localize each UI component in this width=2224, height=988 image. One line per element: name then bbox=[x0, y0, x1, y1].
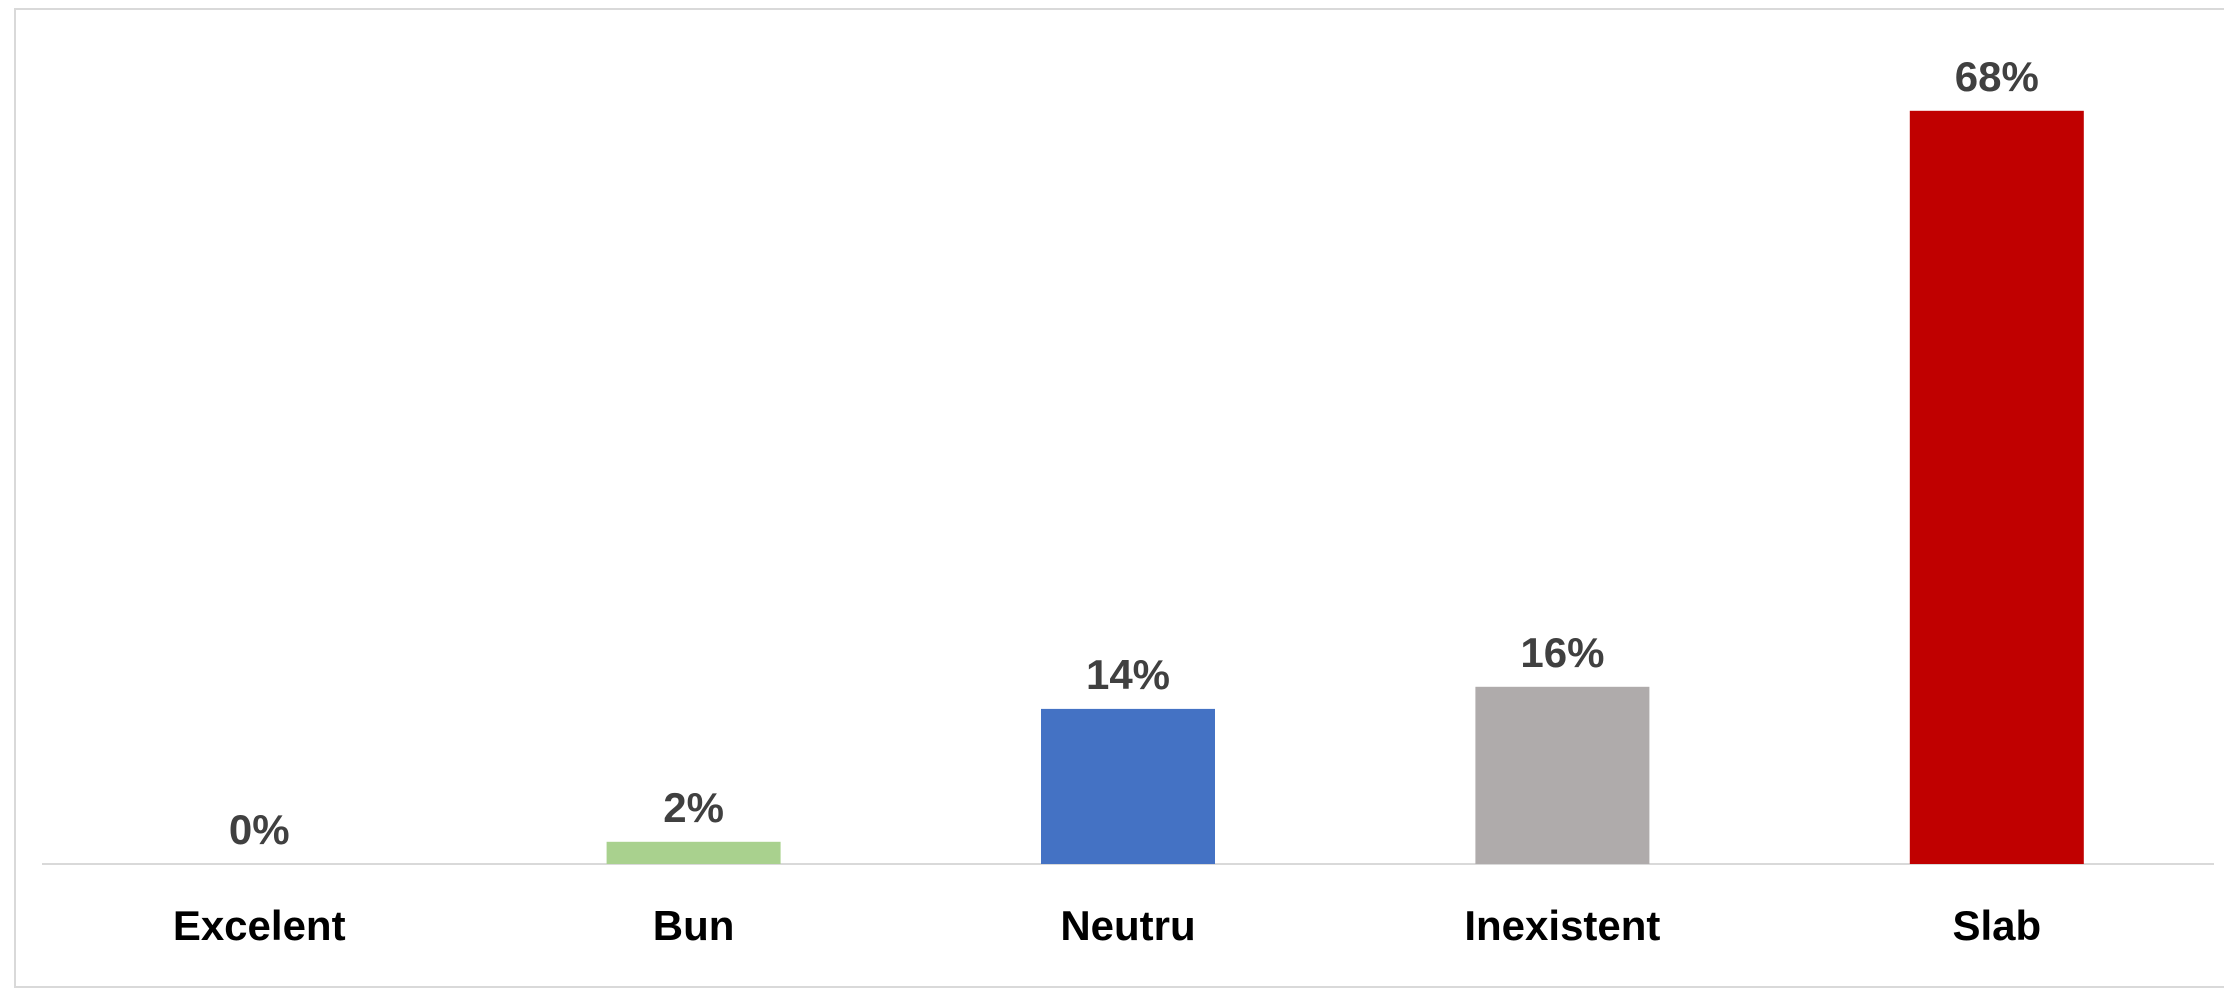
bar-neutru bbox=[1041, 708, 1215, 864]
category-labels-group: Excelent Bun Neutru Inexistent Slab bbox=[173, 902, 2041, 949]
category-label-neutru: Neutru bbox=[1060, 902, 1195, 949]
category-label-slab: Slab bbox=[1952, 902, 2041, 949]
value-label-bun: 2% bbox=[663, 784, 724, 831]
bar-slab bbox=[1909, 110, 2084, 865]
bars-group bbox=[606, 110, 2084, 865]
category-label-excelent: Excelent bbox=[173, 902, 346, 949]
value-label-excelent: 0% bbox=[229, 806, 290, 853]
category-label-inexistent: Inexistent bbox=[1464, 902, 1660, 949]
value-label-neutru: 14% bbox=[1086, 651, 1170, 698]
value-labels-group: 0% 2% 14% 16% 68% bbox=[229, 53, 2039, 853]
bar-inexistent bbox=[1475, 686, 1650, 864]
bar-bun bbox=[606, 841, 781, 864]
bar-chart: 0% 2% 14% 16% 68% Excelent Bun Neutru Inexisten… bbox=[42, 53, 2214, 949]
value-label-slab: 68% bbox=[1955, 53, 2039, 100]
category-label-bun: Bun bbox=[653, 902, 735, 949]
value-label-inexistent: 16% bbox=[1520, 629, 1604, 676]
